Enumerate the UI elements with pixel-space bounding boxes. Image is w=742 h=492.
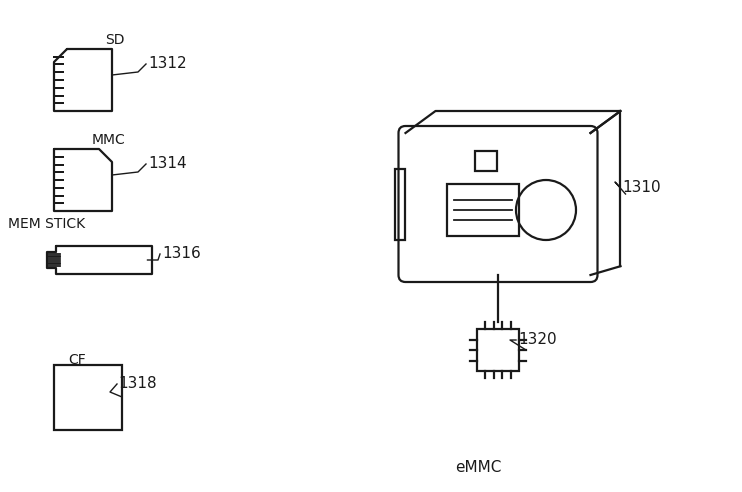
Bar xyxy=(475,151,497,171)
Text: 1310: 1310 xyxy=(622,180,660,194)
Bar xyxy=(395,168,404,240)
Text: 1312: 1312 xyxy=(148,57,187,71)
Bar xyxy=(54,365,122,430)
Text: 1318: 1318 xyxy=(118,376,157,392)
Text: 1316: 1316 xyxy=(162,246,201,262)
Text: SD: SD xyxy=(105,33,125,47)
Bar xyxy=(477,329,519,371)
Text: MMC: MMC xyxy=(92,133,125,147)
Text: MEM STICK: MEM STICK xyxy=(8,217,85,231)
Text: 1320: 1320 xyxy=(518,333,556,347)
Text: CF: CF xyxy=(68,353,86,367)
Text: eMMC: eMMC xyxy=(455,460,502,474)
Text: 1314: 1314 xyxy=(148,156,187,172)
Bar xyxy=(447,184,519,236)
